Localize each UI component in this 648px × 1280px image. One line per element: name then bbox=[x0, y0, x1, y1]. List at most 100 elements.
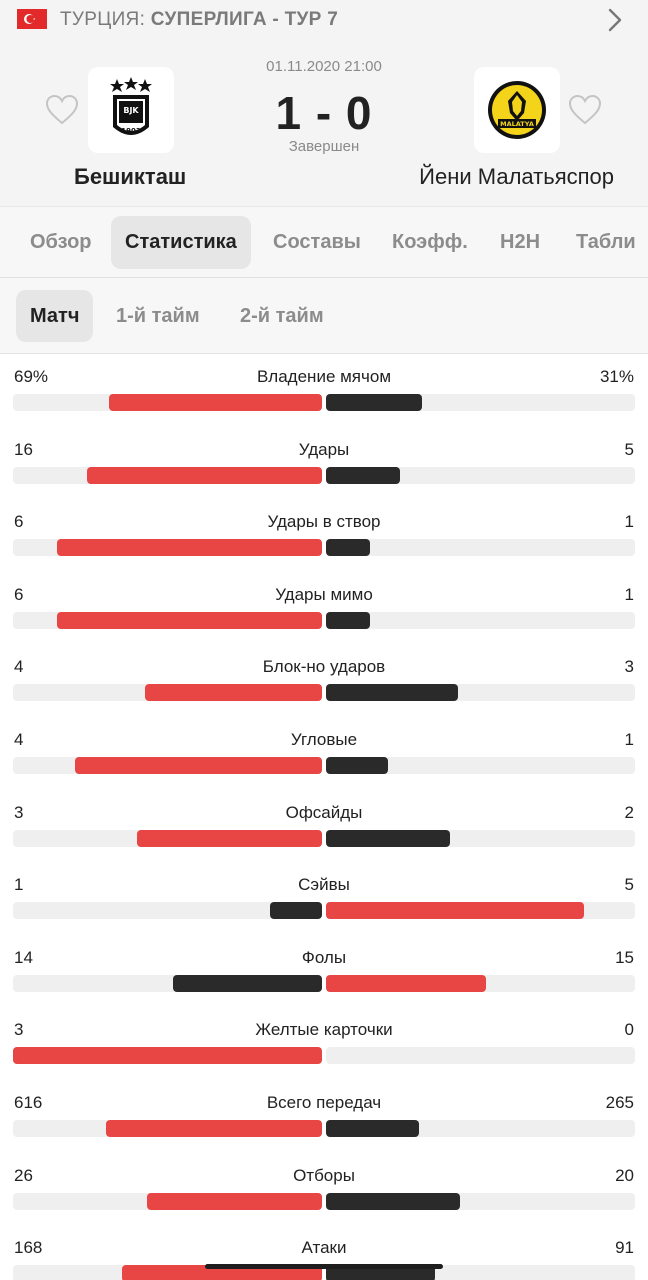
home-logo-text: BJK bbox=[123, 106, 139, 115]
stat-home-value: 616 bbox=[14, 1093, 43, 1112]
tab-h2h[interactable]: H2H bbox=[500, 231, 541, 253]
stat-label: Удары в створ bbox=[267, 512, 381, 531]
stat-away-track bbox=[326, 467, 635, 484]
stat-home-track bbox=[13, 902, 322, 919]
stat-row: 1 Сэйвы 5 bbox=[0, 862, 648, 934]
stat-home-track bbox=[13, 1193, 322, 1210]
tab-lineups[interactable]: Составы bbox=[273, 231, 361, 253]
stat-row: 168 Атаки 91 bbox=[0, 1225, 648, 1280]
favorite-home-heart-icon[interactable] bbox=[45, 94, 79, 126]
stat-home-value: 4 bbox=[14, 730, 24, 749]
stat-away-bar bbox=[326, 684, 458, 701]
stat-home-value: 69% bbox=[14, 367, 49, 386]
stat-away-bar bbox=[326, 830, 450, 847]
stat-row: 26 Отборы 20 bbox=[0, 1153, 648, 1225]
match-header: BJK 1903 01.11.2020 21:00 1 - 0 Завершен… bbox=[0, 40, 648, 206]
stat-label: Удары bbox=[298, 440, 350, 459]
stat-home-track bbox=[13, 830, 322, 847]
stat-away-value: 2 bbox=[624, 803, 634, 822]
stat-away-bar bbox=[326, 757, 388, 774]
stat-away-value: 1 bbox=[624, 512, 634, 531]
stat-home-value: 1 bbox=[14, 875, 24, 894]
stat-home-track bbox=[13, 394, 322, 411]
stat-away-bar bbox=[326, 1193, 460, 1210]
tab-odds[interactable]: Коэфф. bbox=[392, 231, 468, 253]
favorite-away-heart-icon[interactable] bbox=[568, 94, 602, 126]
stat-away-track bbox=[326, 1193, 635, 1210]
stat-home-track bbox=[13, 467, 322, 484]
malatyaspor-crest-icon: MALATYA bbox=[488, 81, 546, 139]
league-header[interactable]: ТУРЦИЯ: СУПЕРЛИГА - ТУР 7 bbox=[0, 0, 648, 40]
stat-away-track bbox=[326, 830, 635, 847]
tab-statistics[interactable]: Статистика bbox=[111, 216, 251, 269]
stat-label: Всего передач bbox=[266, 1093, 382, 1112]
stat-home-track bbox=[13, 757, 322, 774]
subtab-second-half[interactable]: 2-й тайм bbox=[240, 305, 324, 327]
away-team-name[interactable]: Йени Малатьяспор bbox=[419, 164, 614, 189]
stat-home-track bbox=[13, 684, 322, 701]
home-team-logo[interactable]: BJK 1903 bbox=[88, 67, 174, 153]
stat-row: 6 Удары в створ 1 bbox=[0, 499, 648, 571]
stat-row: 69% Владение мячом 31% bbox=[0, 354, 648, 426]
match-date: 01.11.2020 21:00 bbox=[266, 58, 382, 75]
stat-home-bar bbox=[13, 1047, 322, 1064]
stat-row: 14 Фолы 15 bbox=[0, 935, 648, 1007]
tab-overview[interactable]: Обзор bbox=[30, 231, 92, 253]
stat-home-value: 168 bbox=[14, 1238, 43, 1257]
stat-away-track bbox=[326, 1047, 635, 1064]
stat-home-value: 26 bbox=[14, 1166, 33, 1185]
stat-away-bar bbox=[326, 975, 486, 992]
chevron-right-icon[interactable] bbox=[604, 6, 626, 34]
stat-away-track bbox=[326, 394, 635, 411]
stat-label: Фолы bbox=[301, 948, 347, 967]
stat-label: Отборы bbox=[293, 1166, 355, 1185]
stat-row: 16 Удары 5 bbox=[0, 427, 648, 499]
stat-away-track bbox=[326, 902, 635, 919]
stat-label: Атаки bbox=[301, 1238, 347, 1257]
home-indicator[interactable] bbox=[205, 1264, 443, 1269]
stat-away-track bbox=[326, 539, 635, 556]
stat-away-value: 265 bbox=[605, 1093, 634, 1112]
stat-away-bar bbox=[326, 467, 400, 484]
stat-row: 4 Угловые 1 bbox=[0, 717, 648, 789]
stat-away-track bbox=[326, 612, 635, 629]
stat-away-bar bbox=[326, 1120, 419, 1137]
stat-away-bar bbox=[326, 394, 422, 411]
stat-label: Желтые карточки bbox=[255, 1020, 393, 1039]
stat-row: 3 Офсайды 2 bbox=[0, 790, 648, 862]
stat-away-value: 5 bbox=[624, 440, 634, 459]
league-competition: СУПЕРЛИГА - ТУР 7 bbox=[150, 9, 339, 30]
stat-away-bar bbox=[326, 902, 584, 919]
stat-home-value: 6 bbox=[14, 512, 24, 531]
stat-row: 6 Удары мимо 1 bbox=[0, 572, 648, 644]
tab-table[interactable]: Табли bbox=[576, 231, 636, 253]
stat-home-bar bbox=[75, 757, 322, 774]
stat-away-value: 15 bbox=[615, 948, 634, 967]
home-team-name[interactable]: Бешикташ bbox=[74, 164, 187, 189]
stat-home-track bbox=[13, 975, 322, 992]
period-tab-bar: Матч 1-й тайм 2-й тайм bbox=[0, 278, 648, 354]
stat-row: 3 Желтые карточки 0 bbox=[0, 1007, 648, 1079]
stat-label: Удары мимо bbox=[275, 585, 373, 604]
subtab-first-half[interactable]: 1-й тайм bbox=[116, 305, 200, 327]
subtab-match[interactable]: Матч bbox=[16, 290, 94, 342]
stat-away-value: 3 bbox=[624, 657, 634, 676]
stat-home-track bbox=[13, 539, 322, 556]
tab-bar: Обзор Статистика Составы Коэфф. H2H Табл… bbox=[0, 206, 648, 278]
stat-row: 616 Всего передач 265 bbox=[0, 1080, 648, 1152]
league-title: ТУРЦИЯ: СУПЕРЛИГА - ТУР 7 bbox=[60, 9, 338, 31]
stat-home-bar bbox=[57, 539, 322, 556]
stat-home-value: 16 bbox=[14, 440, 33, 459]
stat-away-bar bbox=[326, 612, 370, 629]
away-team-logo[interactable]: MALATYA bbox=[474, 67, 560, 153]
stat-away-value: 31% bbox=[599, 367, 634, 386]
stat-away-track bbox=[326, 684, 635, 701]
stat-away-value: 91 bbox=[615, 1238, 634, 1257]
stat-home-track bbox=[13, 1047, 322, 1064]
away-logo-text: MALATYA bbox=[500, 120, 534, 128]
besiktas-crest-icon: BJK 1903 bbox=[110, 77, 152, 135]
stat-home-bar bbox=[173, 975, 322, 992]
stat-home-bar bbox=[109, 394, 322, 411]
stat-home-bar bbox=[87, 467, 322, 484]
match-score: 1 - 0 bbox=[275, 87, 373, 139]
